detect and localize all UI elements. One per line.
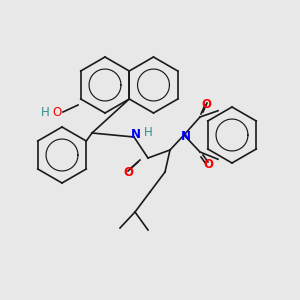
Text: N: N bbox=[181, 130, 191, 143]
Text: O: O bbox=[201, 98, 211, 110]
Text: N: N bbox=[131, 128, 141, 142]
Text: H: H bbox=[40, 106, 50, 118]
Text: O: O bbox=[52, 106, 62, 118]
Text: H: H bbox=[144, 127, 152, 140]
Text: O: O bbox=[123, 166, 133, 178]
Text: O: O bbox=[203, 158, 213, 170]
